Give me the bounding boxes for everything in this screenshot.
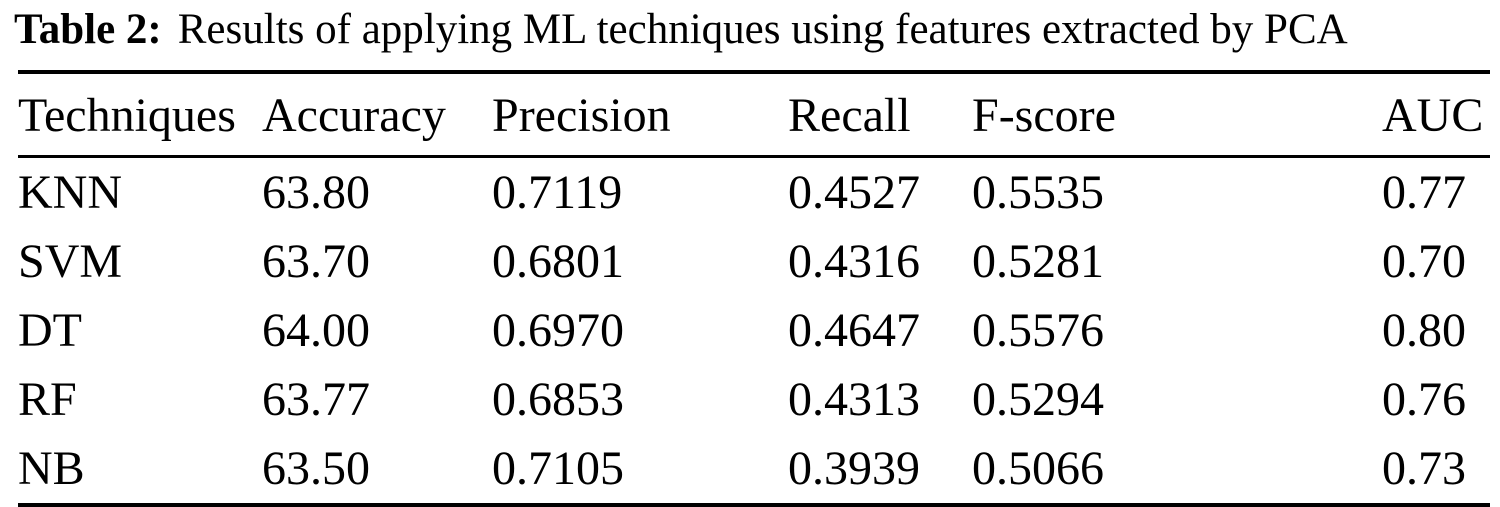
table-row: DT 64.00 0.6970 0.4647 0.5576 0.80	[18, 296, 1490, 365]
value-cell: 64.00	[262, 304, 370, 357]
results-table: Techniques Accuracy Precision Recall F-s…	[18, 70, 1490, 507]
value-cell: 0.70	[1382, 235, 1466, 288]
value-cell: 0.4527	[788, 166, 920, 219]
value-cell: 0.80	[1382, 304, 1466, 357]
column-header-recall: Recall	[788, 89, 911, 142]
value-cell: 0.7105	[492, 442, 624, 495]
column-header-fscore: F-score	[972, 89, 1116, 142]
header-row: Techniques Accuracy Precision Recall F-s…	[18, 72, 1490, 157]
table-body: KNN 63.80 0.7119 0.4527 0.5535 0.77 SVM 63.70 0.…	[18, 157, 1490, 505]
column-header-accuracy: Accuracy	[262, 89, 446, 142]
table-row: KNN 63.80 0.7119 0.4527 0.5535 0.77	[18, 157, 1490, 228]
table-caption-label: Table 2:	[14, 6, 162, 53]
value-cell: 0.4316	[788, 235, 920, 288]
value-cell: 0.5535	[972, 166, 1104, 219]
value-cell: 63.50	[262, 442, 370, 495]
value-cell: 0.5576	[972, 304, 1104, 357]
value-cell: 0.6801	[492, 235, 624, 288]
value-cell: 0.5294	[972, 373, 1104, 426]
value-cell: 0.73	[1382, 442, 1466, 495]
value-cell: 0.6853	[492, 373, 624, 426]
technique-cell: KNN	[18, 166, 122, 219]
value-cell: 63.70	[262, 235, 370, 288]
value-cell: 0.76	[1382, 373, 1466, 426]
value-cell: 0.4313	[788, 373, 920, 426]
table-caption-text: Results of applying ML techniques using …	[177, 6, 1348, 53]
technique-cell: DT	[18, 304, 82, 357]
column-header-techniques: Techniques	[18, 89, 236, 142]
technique-cell: RF	[18, 373, 77, 426]
value-cell: 0.7119	[492, 166, 623, 219]
technique-cell: SVM	[18, 235, 123, 288]
value-cell: 63.80	[262, 166, 370, 219]
value-cell: 0.77	[1382, 166, 1466, 219]
value-cell: 0.5066	[972, 442, 1104, 495]
column-header-precision: Precision	[492, 89, 671, 142]
table-row: SVM 63.70 0.6801 0.4316 0.5281 0.70	[18, 227, 1490, 296]
value-cell: 0.3939	[788, 442, 920, 495]
value-cell: 0.6970	[492, 304, 624, 357]
column-header-auc: AUC	[1382, 89, 1484, 142]
table-row: NB 63.50 0.7105 0.3939 0.5066 0.73	[18, 434, 1490, 505]
value-cell: 0.4647	[788, 304, 920, 357]
table-header: Techniques Accuracy Precision Recall F-s…	[18, 72, 1490, 157]
table-row: RF 63.77 0.6853 0.4313 0.5294 0.76	[18, 365, 1490, 434]
technique-cell: NB	[18, 442, 85, 495]
value-cell: 0.5281	[972, 235, 1104, 288]
value-cell: 63.77	[262, 373, 370, 426]
table-caption: Table 2: Results of applying ML technique…	[14, 2, 1494, 58]
